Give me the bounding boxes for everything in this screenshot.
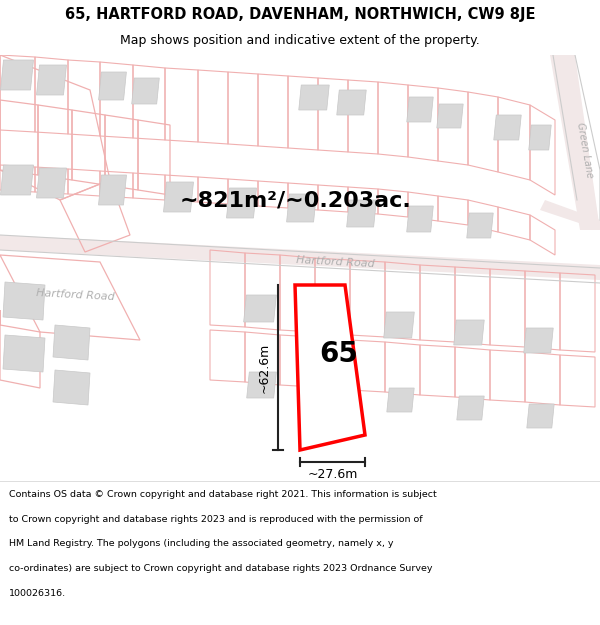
Polygon shape <box>53 370 90 405</box>
Polygon shape <box>407 97 433 122</box>
Polygon shape <box>384 312 415 338</box>
Polygon shape <box>314 303 346 330</box>
Polygon shape <box>299 85 329 110</box>
Polygon shape <box>540 200 600 230</box>
Polygon shape <box>287 194 316 222</box>
Text: Contains OS data © Crown copyright and database right 2021. This information is : Contains OS data © Crown copyright and d… <box>9 490 437 499</box>
Text: ~27.6m: ~27.6m <box>307 469 358 481</box>
Polygon shape <box>295 285 365 450</box>
Polygon shape <box>1 60 34 90</box>
Text: Green Lane: Green Lane <box>575 121 595 179</box>
Polygon shape <box>317 380 346 405</box>
Text: HM Land Registry. The polygons (including the associated geometry, namely x, y: HM Land Registry. The polygons (includin… <box>9 539 394 549</box>
Polygon shape <box>437 104 463 128</box>
Polygon shape <box>467 213 493 238</box>
Text: Hartford Road: Hartford Road <box>295 255 374 269</box>
Polygon shape <box>37 65 67 95</box>
Polygon shape <box>387 388 414 412</box>
Polygon shape <box>337 90 366 115</box>
Polygon shape <box>457 396 484 420</box>
Polygon shape <box>244 295 277 322</box>
Text: ~62.6m: ~62.6m <box>257 342 271 392</box>
Polygon shape <box>227 188 257 218</box>
Polygon shape <box>407 206 433 232</box>
Polygon shape <box>494 115 521 140</box>
Text: ~821m²/~0.203ac.: ~821m²/~0.203ac. <box>179 190 411 210</box>
Polygon shape <box>163 182 193 212</box>
Polygon shape <box>37 168 67 198</box>
Polygon shape <box>3 282 45 320</box>
Text: 65: 65 <box>319 340 358 367</box>
Text: to Crown copyright and database rights 2023 and is reproduced with the permissio: to Crown copyright and database rights 2… <box>9 515 422 524</box>
Text: Map shows position and indicative extent of the property.: Map shows position and indicative extent… <box>120 34 480 48</box>
Polygon shape <box>524 328 553 353</box>
Polygon shape <box>3 335 45 372</box>
Polygon shape <box>550 55 600 230</box>
Polygon shape <box>53 325 90 360</box>
Polygon shape <box>132 78 160 104</box>
Polygon shape <box>98 72 127 100</box>
Polygon shape <box>0 235 600 280</box>
Polygon shape <box>247 372 277 398</box>
Polygon shape <box>527 404 554 428</box>
Polygon shape <box>1 165 34 195</box>
Polygon shape <box>347 200 376 227</box>
Text: co-ordinates) are subject to Crown copyright and database rights 2023 Ordnance S: co-ordinates) are subject to Crown copyr… <box>9 564 433 573</box>
Text: 100026316.: 100026316. <box>9 589 66 598</box>
Polygon shape <box>454 320 484 345</box>
Text: Hartford Road: Hartford Road <box>35 288 115 302</box>
Text: 65, HARTFORD ROAD, DAVENHAM, NORTHWICH, CW9 8JE: 65, HARTFORD ROAD, DAVENHAM, NORTHWICH, … <box>65 7 535 22</box>
Polygon shape <box>529 125 551 150</box>
Polygon shape <box>98 175 127 205</box>
